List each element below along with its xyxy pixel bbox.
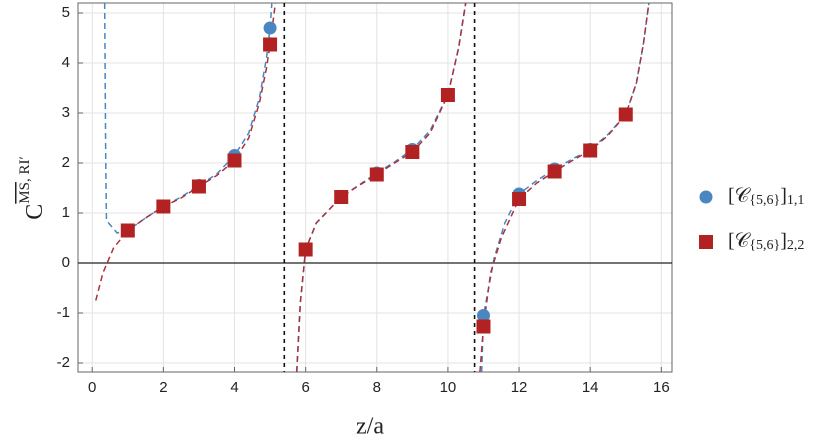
y-label-sup-over: MS <box>17 182 33 204</box>
legend-marker <box>699 235 713 249</box>
data-point <box>334 190 349 204</box>
legend-label: [𝒞{5,6}]2,2 <box>728 230 804 254</box>
legend-label-part: ] <box>780 185 787 207</box>
data-point <box>476 319 491 334</box>
y-label-sup: , RI′ <box>17 156 33 182</box>
x-tick-label: 2 <box>159 379 167 396</box>
x-axis-label: z/a <box>356 414 384 440</box>
y-axis-label: CMS, RI′ <box>17 156 47 219</box>
x-tick-label: 6 <box>301 379 309 396</box>
data-point <box>440 88 455 102</box>
x-tick-label: 14 <box>582 379 599 396</box>
y-tick-label: 5 <box>62 4 70 21</box>
y-tick-label: 2 <box>62 154 70 171</box>
data-point <box>369 167 384 182</box>
y-tick-label: 4 <box>62 54 70 71</box>
data-point <box>405 145 420 159</box>
legend-label-part: [𝒞 <box>728 185 752 207</box>
data-point <box>547 164 562 179</box>
x-tick-label: 12 <box>511 379 528 396</box>
x-tick-label: 4 <box>230 379 238 396</box>
plot-frame <box>77 2 673 373</box>
x-tick-label: 0 <box>88 379 96 396</box>
data-point <box>263 37 278 52</box>
x-tick-label: 8 <box>373 379 381 396</box>
legend-label-part: {5,6} <box>749 238 780 253</box>
y-tick-label: 0 <box>62 254 70 271</box>
data-point <box>298 242 313 257</box>
legend-label-part: ] <box>780 230 787 252</box>
data-point <box>191 179 206 194</box>
x-tick-label: 16 <box>653 379 670 396</box>
data-point <box>476 309 490 322</box>
data-point <box>156 199 171 214</box>
data-point <box>120 223 135 238</box>
y-label-base: C <box>22 204 48 220</box>
x-tick-label: 10 <box>440 379 457 396</box>
legend-label-part: 1,1 <box>787 193 805 208</box>
legend-label: [𝒞{5,6}]1,1 <box>728 185 804 209</box>
legend-label-part: 2,2 <box>787 238 805 253</box>
y-tick-label: 1 <box>62 204 70 221</box>
fit-curve <box>95 2 650 373</box>
data-point <box>583 143 598 158</box>
y-tick-label: 3 <box>62 104 70 121</box>
legend-label-part: {5,6} <box>749 193 780 208</box>
data-point <box>263 21 277 35</box>
y-tick-label: -2 <box>57 354 70 371</box>
data-point <box>512 192 527 206</box>
legend-label-part: [𝒞 <box>728 230 752 252</box>
data-point <box>227 153 242 168</box>
data-point <box>618 107 633 122</box>
y-tick-label: -1 <box>57 304 70 321</box>
legend-marker <box>699 190 713 204</box>
